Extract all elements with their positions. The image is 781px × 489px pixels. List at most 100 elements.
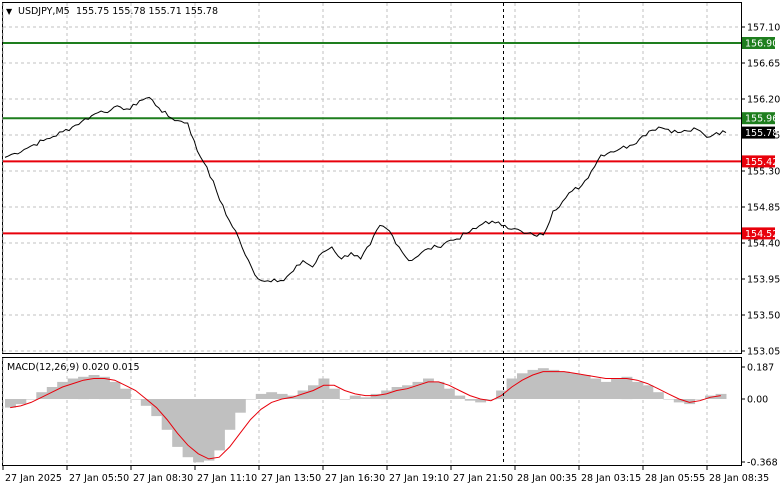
macd-histogram-bar (527, 369, 539, 399)
macd-histogram-bar (506, 378, 518, 399)
macd-histogram-bar (652, 392, 664, 399)
grid-lines (2, 3, 741, 465)
macd-histogram-bar (684, 399, 696, 405)
level-badge-red (742, 155, 775, 168)
macd-histogram-bar (297, 390, 309, 400)
price-line (4, 96, 727, 283)
macd-histogram-bar (119, 388, 131, 399)
level-badge-label: 156.90 (745, 39, 778, 50)
macd-histogram-bar (224, 399, 236, 430)
macd-histogram-bar (621, 376, 633, 400)
level-badge-label: 155.96 (745, 114, 778, 125)
macd-histogram-bar (318, 378, 330, 399)
macd-histogram-bar (15, 399, 27, 405)
price-panel-frame (2, 2, 742, 354)
level-badge-red (742, 227, 775, 240)
time-tick-label: 28 Jan 00:35 (517, 473, 577, 484)
macd-histogram-bar (632, 381, 643, 399)
macd-histogram-bar (590, 378, 602, 399)
macd-histogram-bar (25, 399, 37, 400)
macd-histogram-bar (339, 399, 351, 400)
macd-signal-layer (10, 371, 721, 460)
menu-triangle-icon[interactable]: ▼ (6, 7, 13, 16)
macd-histogram-bar (255, 393, 267, 399)
price-tick-label: 153.05 (747, 347, 780, 358)
macd-panel-frame (2, 357, 742, 466)
price-tick-label: 157.10 (747, 23, 780, 34)
ohlc-readout: 155.75 155.78 155.71 155.78 (76, 6, 218, 17)
time-tick-label: 27 Jan 08:30 (133, 473, 193, 484)
macd-histogram-bar (78, 376, 89, 400)
macd-histogram-bar (642, 385, 654, 399)
macd-histogram-bar (214, 399, 225, 451)
time-tick-label: 27 Jan 13:50 (261, 473, 321, 484)
macd-indicator-label: MACD(12,26,9) 0.020 0.015 (7, 362, 140, 373)
macd-histogram-bar (109, 381, 121, 399)
level-badge-label: 154.52 (745, 229, 778, 240)
macd-histogram-bar (36, 392, 48, 399)
price-tick-label: 155.30 (747, 167, 780, 178)
time-tick-label: 28 Jan 03:15 (581, 473, 641, 484)
macd-histogram-bar (485, 399, 497, 400)
macd-histogram-bar (443, 388, 455, 399)
level-badge-label: 155.42 (745, 157, 778, 168)
macd-histogram-bar (517, 373, 528, 399)
macd-histogram-bar (454, 395, 466, 399)
current-price-badge (742, 126, 775, 139)
time-tick-label: 27 Jan 05:50 (69, 473, 129, 484)
macd-histogram-bar (172, 399, 184, 447)
macd-histogram-bar (464, 399, 476, 401)
macd-histogram-bar (694, 399, 706, 400)
macd-histogram-bar (433, 381, 445, 399)
macd-histogram-bar (99, 376, 110, 400)
macd-histogram-bar (360, 397, 372, 399)
macd-histogram-bar (182, 399, 194, 458)
macd-histogram-bar (569, 373, 581, 399)
macd-histogram-bar (266, 392, 278, 399)
price-tick-label: 154.85 (747, 203, 780, 214)
macd-histogram-bar (548, 369, 560, 399)
price-tick-label: 156.20 (747, 95, 780, 106)
time-tick-label: 27 Jan 21:50 (453, 473, 513, 484)
macd-histogram-bar (600, 381, 612, 399)
time-tick-label: 27 Jan 19:10 (389, 473, 449, 484)
level-badges: 156.90 155.96 155.42 154.52 155.78 (742, 37, 778, 240)
level-badge-green (742, 37, 775, 49)
price-axis: 157.10156.65156.20155.75155.30154.85154.… (741, 23, 780, 358)
macd-histogram-bar (370, 393, 382, 399)
macd-histogram-bar (46, 387, 58, 399)
level-badge-green (742, 112, 775, 125)
time-tick-label: 27 Jan 16:30 (325, 473, 385, 484)
price-tick-label: 153.95 (747, 275, 780, 286)
time-axis: 27 Jan 2025 27 Jan 05:50 27 Jan 08:30 27 Ja… (2, 466, 769, 484)
macd-histogram-bar (88, 375, 100, 399)
macd-tick-label: 0.187 (747, 363, 774, 374)
macd-histogram-bar (57, 381, 69, 399)
macd-histogram-bar (234, 399, 246, 413)
macd-histogram-bar (67, 378, 79, 399)
macd-histogram-bar (673, 399, 685, 403)
macd-histogram-bar (161, 399, 173, 430)
time-tick-label: 28 Jan 08:35 (709, 473, 769, 484)
macd-histogram-bar (475, 399, 487, 403)
macd-histogram-bar (402, 385, 413, 399)
macd-signal-line (10, 371, 721, 460)
macd-histogram-bar (276, 393, 288, 399)
current-price-label: 155.78 (745, 128, 778, 139)
time-tick-label: 28 Jan 05:55 (645, 473, 705, 484)
macd-histogram-bar (328, 388, 340, 399)
macd-histogram-bar (423, 378, 434, 399)
macd-histogram-bar (537, 368, 549, 399)
price-tick-label: 156.65 (747, 59, 780, 70)
price-tick-label: 153.50 (747, 311, 780, 322)
symbol-label: USDJPY,M5 (18, 6, 70, 17)
macd-histogram-bar (412, 381, 424, 399)
macd-histogram-bar (715, 393, 727, 399)
macd-histogram-bar (663, 399, 675, 400)
time-tick-label: 27 Jan 2025 (5, 473, 62, 484)
macd-tick-label: -0.368 (747, 458, 778, 469)
macd-histogram-bar (193, 399, 204, 463)
macd-histogram-bar (579, 375, 591, 399)
macd-histogram-bar (5, 399, 16, 408)
